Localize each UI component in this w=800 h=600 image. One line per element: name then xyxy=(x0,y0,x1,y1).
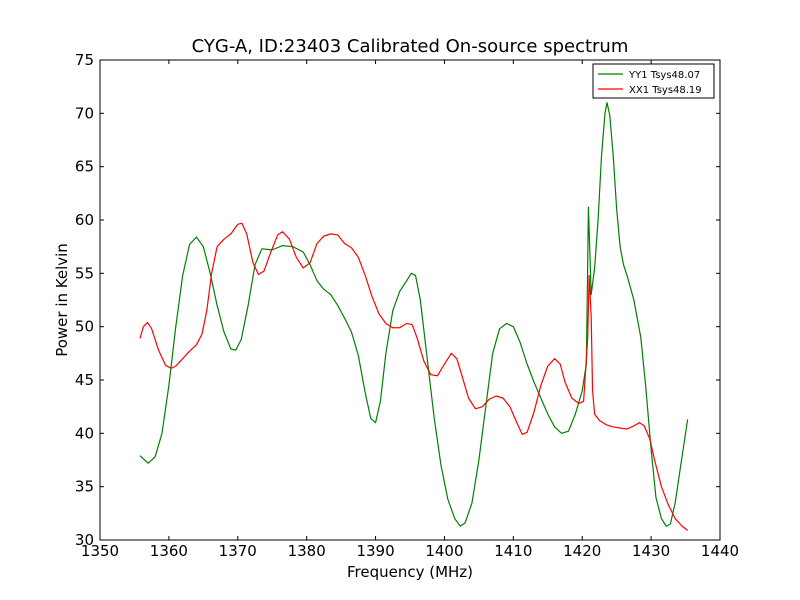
x-tick-label: 1360 xyxy=(150,542,188,560)
x-tick-label: 1420 xyxy=(563,542,601,560)
series-line-yy1 xyxy=(139,102,689,527)
y-tick-label: 70 xyxy=(75,104,94,122)
plot-area xyxy=(139,102,689,531)
x-axis-label: Frequency (MHz) xyxy=(347,563,473,581)
x-tick-label: 1350 xyxy=(81,542,119,560)
y-tick-label: 30 xyxy=(75,531,94,549)
y-tick-label: 60 xyxy=(75,211,94,229)
plot-frame xyxy=(99,59,721,541)
x-tick-label: 1440 xyxy=(701,542,739,560)
chart-title: CYG-A, ID:23403 Calibrated On-source spe… xyxy=(192,36,629,57)
y-tick-label: 75 xyxy=(75,51,94,69)
series-line-xx1 xyxy=(139,222,688,531)
x-axis-ticks: 1350 1360 1370 1380 1390 1400 1410 1420 1430 1440 xyxy=(81,60,739,560)
y-tick-label: 65 xyxy=(75,158,94,176)
legend-label: YY1 Tsys48.07 xyxy=(628,70,700,81)
x-tick-label: 1430 xyxy=(632,542,670,560)
y-axis-ticks: 30 35 40 45 50 55 60 65 70 75 xyxy=(75,51,720,549)
legend: YY1 Tsys48.07 XX1 Tsys48.19 xyxy=(592,63,715,99)
y-axis-label: Power in Kelvin xyxy=(53,243,71,357)
y-tick-label: 45 xyxy=(75,371,94,389)
x-tick-label: 1390 xyxy=(356,542,394,560)
y-tick-label: 40 xyxy=(75,424,94,442)
y-tick-label: 55 xyxy=(75,264,94,282)
x-tick-label: 1410 xyxy=(494,542,532,560)
x-tick-label: 1380 xyxy=(288,542,326,560)
legend-label: XX1 Tsys48.19 xyxy=(629,85,702,96)
legend-box xyxy=(592,63,715,99)
y-tick-label: 35 xyxy=(75,478,94,496)
y-tick-label: 50 xyxy=(75,318,94,336)
x-tick-label: 1400 xyxy=(425,542,463,560)
x-tick-label: 1370 xyxy=(219,542,257,560)
